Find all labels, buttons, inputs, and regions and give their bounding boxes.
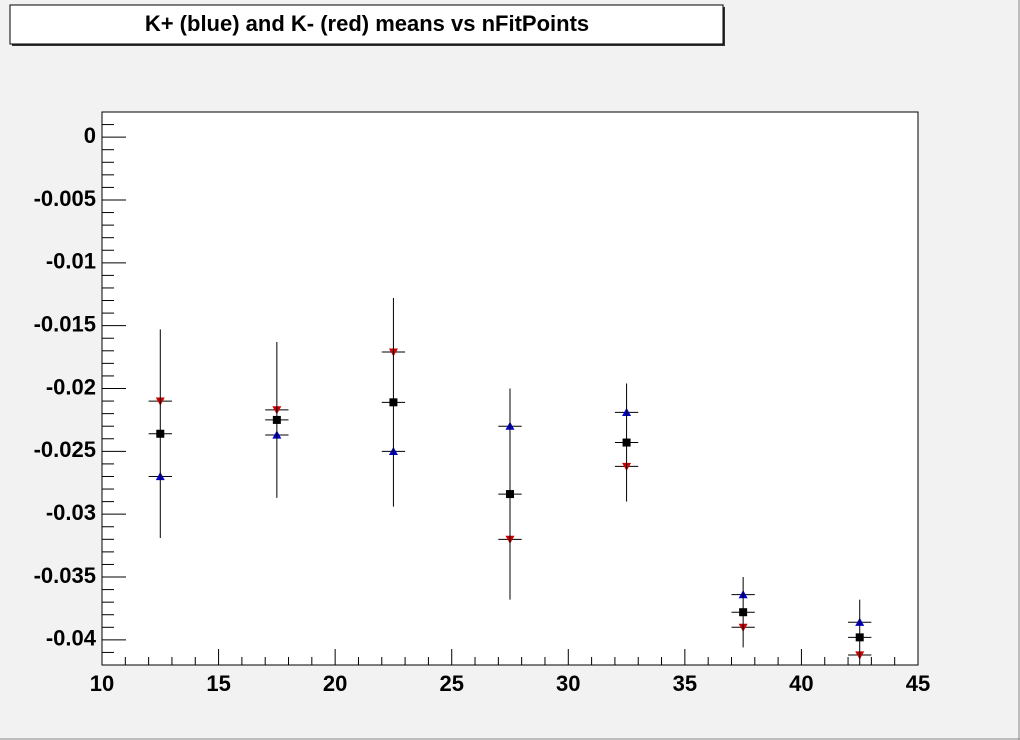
x-tick-label: 40 <box>789 671 813 696</box>
x-tick-label: 35 <box>673 671 697 696</box>
y-tick-label: -0.025 <box>34 437 96 462</box>
marker-square <box>272 415 281 424</box>
y-tick-label: -0.04 <box>46 626 97 651</box>
marker-square <box>156 429 165 438</box>
marker-square <box>739 608 748 617</box>
x-tick-label: 10 <box>90 671 114 696</box>
y-tick-label: -0.03 <box>46 500 96 525</box>
y-tick-label: -0.02 <box>46 374 96 399</box>
y-tick-label: -0.005 <box>34 186 96 211</box>
x-tick-label: 15 <box>206 671 230 696</box>
marker-square <box>622 438 631 447</box>
y-tick-label: -0.01 <box>46 249 96 274</box>
y-tick-label: -0.035 <box>34 563 96 588</box>
y-tick-label: -0.015 <box>34 311 96 336</box>
marker-square <box>506 490 514 499</box>
x-tick-label: 25 <box>439 671 463 696</box>
title-box <box>9 4 724 45</box>
marker-square <box>855 633 864 642</box>
x-tick-label: 30 <box>556 671 580 696</box>
y-tick-label: 0 <box>84 123 96 148</box>
marker-square <box>389 398 398 407</box>
chart-title: K+ (blue) and K- (red) means vs nFitPoin… <box>145 11 589 36</box>
x-tick-label: 45 <box>906 671 930 696</box>
x-tick-label: 20 <box>323 671 347 696</box>
